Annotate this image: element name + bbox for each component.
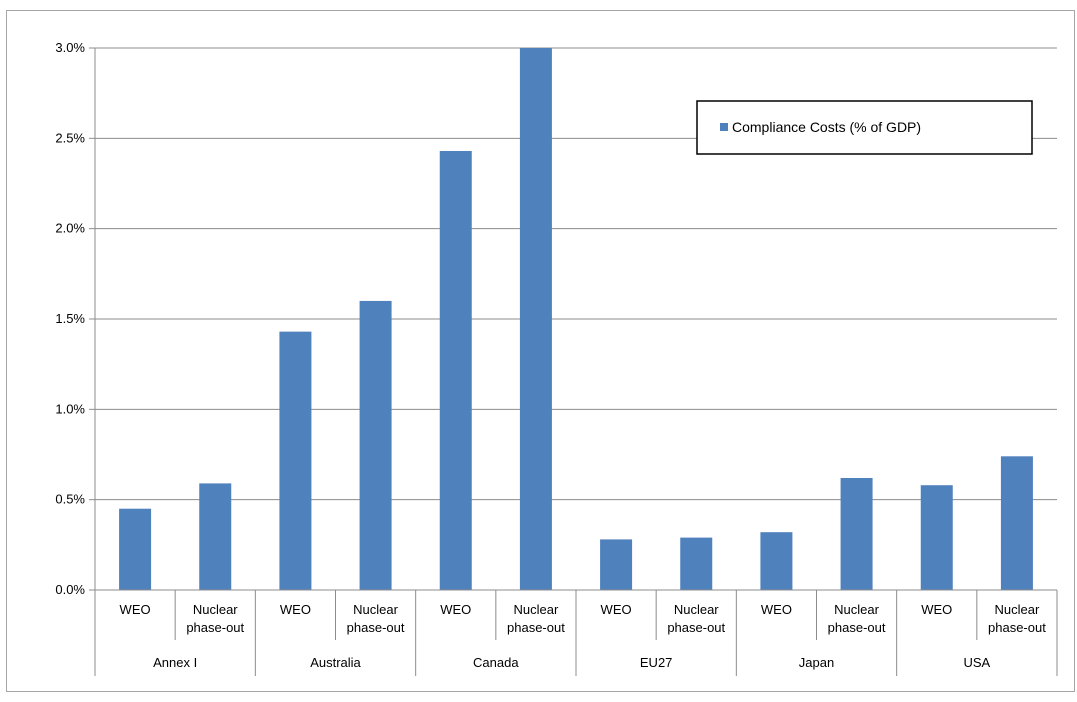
category-label: WEO [601,602,632,617]
group-label: Annex I [153,655,197,670]
bar [519,48,552,590]
bar [760,532,793,590]
y-tick-label: 1.5% [55,311,85,326]
legend: Compliance Costs (% of GDP) [696,100,1033,155]
category-label: phase-out [828,620,886,635]
y-axis-ticks: 0.0% 0.5% 1.0% 1.5% 2.0% 2.5% 3.0% [55,40,95,597]
category-label: phase-out [507,620,565,635]
bar [840,477,873,590]
category-label: WEO [761,602,792,617]
gridlines [95,47,1057,501]
category-label: Nuclear [514,602,559,617]
category-label: Nuclear [193,602,238,617]
group-label: EU27 [640,655,673,670]
group-label: Canada [473,655,519,670]
bar [119,508,152,590]
bar [199,483,232,590]
legend-box [696,100,1033,155]
y-tick-label: 2.0% [55,221,85,236]
bar [600,539,633,590]
y-tick-label: 0.0% [55,582,85,597]
bars [119,48,1033,591]
category-label: Nuclear [674,602,719,617]
y-tick-label: 0.5% [55,492,85,507]
group-label: USA [963,655,990,670]
y-tick-label: 1.0% [55,401,85,416]
bar [680,537,713,590]
category-label: Nuclear [995,602,1040,617]
group-label: Australia [310,655,361,670]
y-tick-label: 2.5% [55,130,85,145]
bar [279,331,312,590]
bar [359,300,392,590]
category-label: Nuclear [353,602,398,617]
category-label: phase-out [667,620,725,635]
category-label: Nuclear [834,602,879,617]
category-label: phase-out [988,620,1046,635]
y-tick-label: 3.0% [55,40,85,55]
x-axis-labels: WEO Nuclear phase-out WEO Nuclear phase-out WE… [94,590,1058,676]
category-label: WEO [120,602,151,617]
bar [920,485,953,590]
group-label: Japan [799,655,834,670]
bar [439,150,472,591]
category-label: WEO [440,602,471,617]
category-label: WEO [921,602,952,617]
category-label: phase-out [347,620,405,635]
category-label: WEO [280,602,311,617]
bar [1000,456,1033,590]
legend-swatch [720,123,728,131]
legend-label: Compliance Costs (% of GDP) [732,119,921,135]
category-label: phase-out [186,620,244,635]
